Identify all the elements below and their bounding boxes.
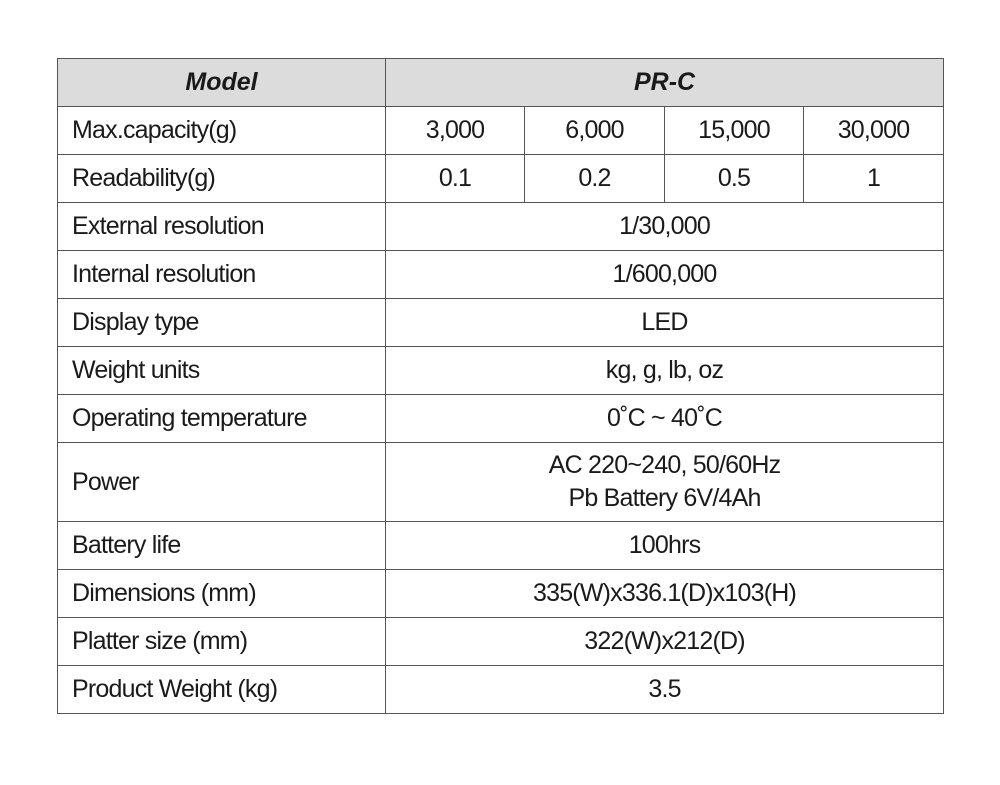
readability-row: Readability(g) 0.1 0.2 0.5 1 [57, 154, 945, 203]
capacity-value: 3,000 [385, 106, 525, 155]
readability-value: 0.5 [664, 154, 804, 203]
table-row: Platter size (mm) 322(W)x212(D) [57, 617, 945, 666]
readability-value: 0.1 [385, 154, 525, 203]
capacity-row: Max.capacity(g) 3,000 6,000 15,000 30,00… [57, 106, 945, 155]
row-label: Operating temperature [57, 394, 386, 443]
table-row: Display type LED [57, 298, 945, 347]
row-value: 100hrs [384, 521, 945, 570]
row-label: External resolution [57, 202, 386, 251]
row-value: 322(W)x212(D) [384, 617, 945, 666]
table-row: Operating temperature 0˚C ~ 40˚C [57, 394, 945, 443]
row-label: Platter size (mm) [57, 617, 386, 666]
table-row: External resolution 1/30,000 [57, 202, 945, 251]
power-label: Power [57, 442, 386, 522]
table-row: Product Weight (kg) 3.5 [57, 665, 945, 714]
power-row: Power AC 220~240, 50/60Hz Pb Battery 6V/… [57, 442, 945, 522]
capacity-value: 15,000 [664, 106, 804, 155]
table-row: Weight units kg, g, lb, oz [57, 346, 945, 395]
row-value: 1/30,000 [384, 202, 945, 251]
table-row: Dimensions (mm) 335(W)x336.1(D)x103(H) [57, 569, 945, 618]
row-value: 1/600,000 [384, 250, 945, 299]
row-value: kg, g, lb, oz [384, 346, 945, 395]
row-label: Display type [57, 298, 386, 347]
spec-table: Model PR-C Max.capacity(g) 3,000 6,000 1… [57, 58, 945, 714]
row-label: Internal resolution [57, 250, 386, 299]
power-value: AC 220~240, 50/60Hz Pb Battery 6V/4Ah [384, 442, 945, 522]
row-value: 3.5 [384, 665, 945, 714]
readability-value: 0.2 [524, 154, 665, 203]
readability-value: 1 [802, 154, 945, 203]
row-label: Battery life [57, 521, 386, 570]
model-header-value: PR-C [384, 58, 945, 107]
table-row: Battery life 100hrs [57, 521, 945, 570]
row-label: Product Weight (kg) [57, 665, 386, 714]
table-row: Internal resolution 1/600,000 [57, 250, 945, 299]
power-line: AC 220~240, 50/60Hz [548, 451, 781, 479]
header-row: Model PR-C [57, 58, 945, 107]
row-value: 335(W)x336.1(D)x103(H) [384, 569, 945, 618]
power-line: Pb Battery 6V/4Ah [568, 484, 761, 512]
row-label: Dimensions (mm) [57, 569, 386, 618]
row-value: 0˚C ~ 40˚C [384, 394, 945, 443]
readability-label: Readability(g) [57, 154, 386, 203]
row-value: LED [384, 298, 945, 347]
capacity-value: 30,000 [802, 106, 945, 155]
row-label: Weight units [57, 346, 386, 395]
capacity-value: 6,000 [524, 106, 665, 155]
capacity-label: Max.capacity(g) [57, 106, 386, 155]
model-header-label: Model [57, 58, 386, 107]
